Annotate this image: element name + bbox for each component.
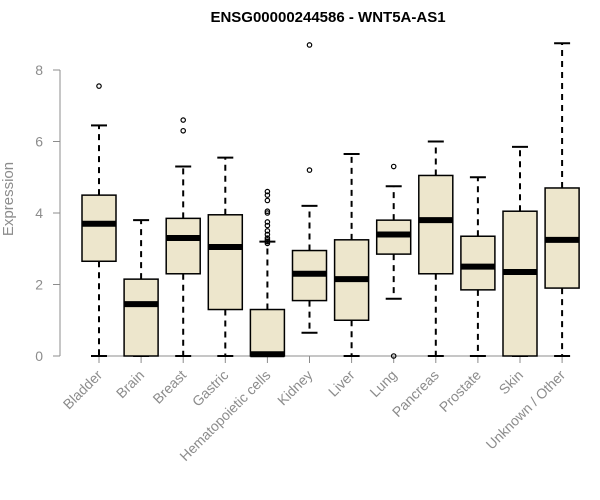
- x-tick-label: Lung: [366, 367, 399, 400]
- iqr-box: [249, 308, 286, 357]
- box-lung: [375, 163, 412, 359]
- outlier-point: [264, 192, 271, 198]
- box-prostate: [460, 176, 496, 357]
- box-unknown-other: [544, 42, 580, 357]
- y-tick-label: 0: [35, 348, 43, 364]
- iqr-box: [502, 210, 538, 357]
- box-pancreas: [418, 140, 454, 357]
- x-tick-label: Unknown / Other: [483, 367, 569, 453]
- chart-title: ENSG00000244586 - WNT5A-AS1: [210, 9, 445, 26]
- outlier-point: [264, 222, 271, 229]
- outlier-point: [264, 231, 271, 238]
- outlier-point: [264, 240, 271, 247]
- outlier-point: [264, 208, 271, 215]
- outlier-point: [264, 238, 271, 245]
- y-tick-label: 6: [35, 134, 43, 150]
- x-tick-label: Liver: [325, 367, 358, 400]
- box-kidney: [291, 42, 328, 334]
- x-tick-label: Brain: [113, 367, 147, 401]
- outlier-point: [264, 219, 271, 225]
- y-tick-label: 8: [35, 62, 43, 78]
- outlier-point: [390, 163, 397, 170]
- outlier-point: [264, 188, 271, 195]
- outlier-point: [96, 83, 102, 89]
- outlier-point: [264, 237, 271, 243]
- outlier-point: [264, 228, 271, 234]
- x-tick-label: Skin: [496, 367, 527, 398]
- x-tick-label: Pancreas: [389, 367, 442, 420]
- x-tick-label: Kidney: [274, 367, 316, 409]
- plot-area: [81, 42, 580, 359]
- y-tick-label: 4: [35, 205, 43, 221]
- box-brain: [123, 219, 159, 357]
- iqr-box: [207, 214, 244, 311]
- box-skin: [502, 145, 538, 357]
- box-breast: [165, 117, 201, 357]
- box-gastric: [207, 156, 244, 357]
- outlier-point: [306, 167, 313, 173]
- outlier-point: [264, 197, 271, 204]
- y-axis: 0 2 4 6 8: [35, 62, 61, 364]
- outlier-point: [180, 117, 187, 123]
- iqr-box: [460, 235, 496, 291]
- iqr-box: [81, 194, 117, 263]
- x-tick-label: Prostate: [436, 367, 484, 415]
- box-hematopoietic-cells: [249, 188, 286, 358]
- x-tick-label: Bladder: [60, 367, 106, 413]
- outlier-point: [180, 127, 187, 134]
- x-tick-label: Breast: [149, 367, 189, 407]
- outlier-point: [306, 42, 313, 48]
- outlier-point: [264, 235, 271, 241]
- y-tick-label: 2: [35, 277, 43, 293]
- box-liver: [333, 153, 370, 357]
- iqr-box: [165, 217, 201, 275]
- outlier-point: [264, 210, 271, 216]
- box-bladder: [81, 83, 117, 357]
- iqr-box: [418, 174, 454, 275]
- iqr-box: [123, 278, 159, 357]
- y-axis-label: Expression: [0, 162, 17, 236]
- outlier-point: [390, 353, 397, 359]
